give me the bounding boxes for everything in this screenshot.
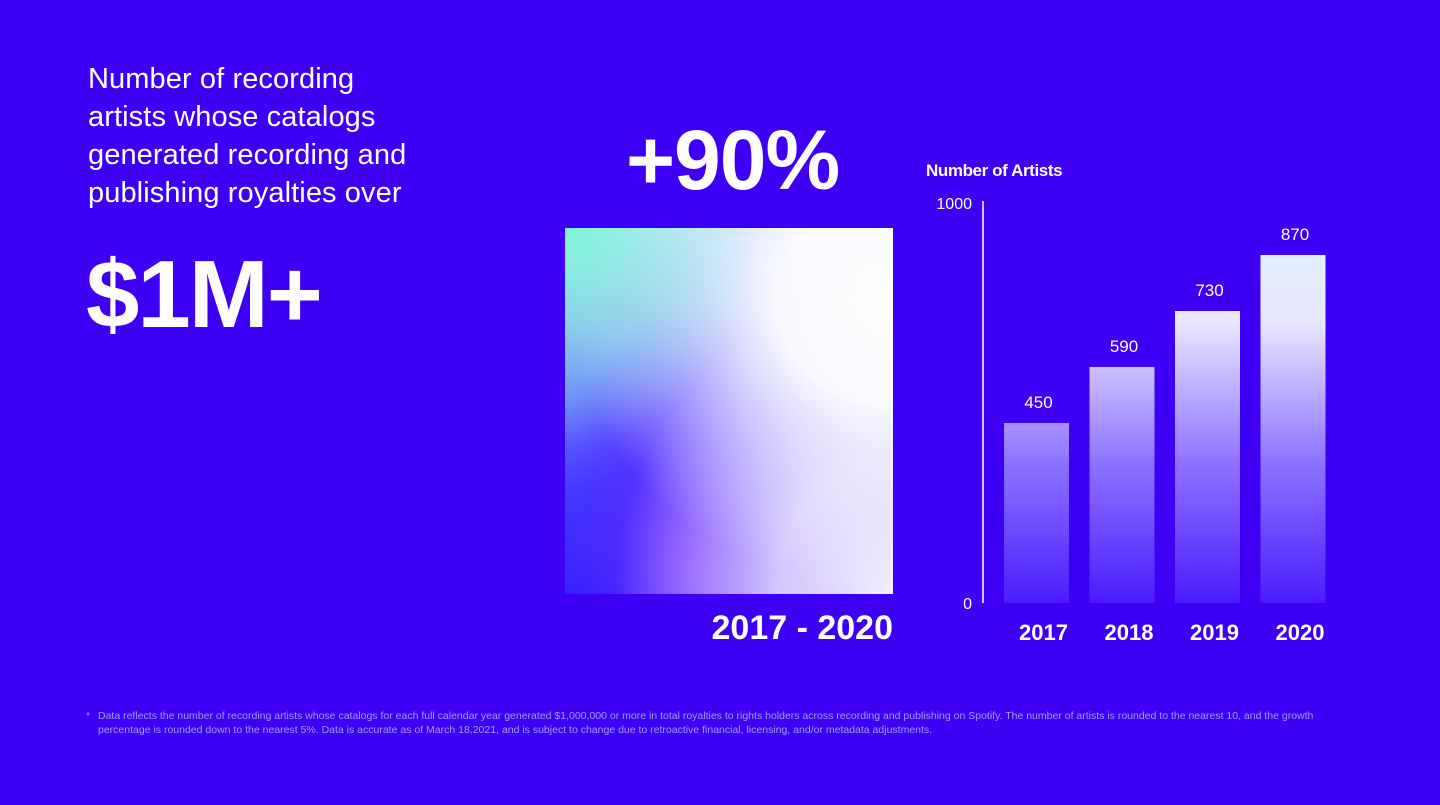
bar <box>1004 423 1069 603</box>
bar <box>1175 311 1240 603</box>
headline: Number of recording artists whose catalo… <box>88 60 488 212</box>
x-tick-label: 2017 <box>1019 620 1068 645</box>
bar-value-label: 450 <box>1024 393 1052 412</box>
x-tick-label: 2018 <box>1105 620 1154 645</box>
headline-line: Number of recording <box>88 63 355 95</box>
footnote-marker: * <box>86 710 91 722</box>
gradient-square-graphic <box>565 228 893 594</box>
growth-period: 2017 - 2020 <box>711 609 894 647</box>
x-tick-label: 2019 <box>1190 620 1239 645</box>
y-tick-label: 0 <box>963 596 972 613</box>
bar <box>1260 255 1326 603</box>
footnote-text: Data reflects the number of recording ar… <box>98 710 1314 736</box>
royalty-threshold: $1M+ <box>86 241 323 348</box>
headline-line: publishing royalties over <box>88 177 402 209</box>
bar-value-label: 730 <box>1195 281 1223 300</box>
bar <box>1089 367 1155 603</box>
footnote: * Data reflects the number of recording … <box>86 709 1346 737</box>
headline-line: generated recording and <box>88 139 407 171</box>
x-tick-label: 2020 <box>1276 620 1325 645</box>
y-tick-label: 1000 <box>936 196 972 213</box>
headline-line: artists whose catalogs <box>88 101 376 133</box>
bar-value-label: 870 <box>1281 225 1309 244</box>
growth-percentage: +90% <box>626 113 840 207</box>
y-axis-title: Number of Artists <box>926 161 1062 180</box>
bar-value-label: 590 <box>1110 337 1138 356</box>
